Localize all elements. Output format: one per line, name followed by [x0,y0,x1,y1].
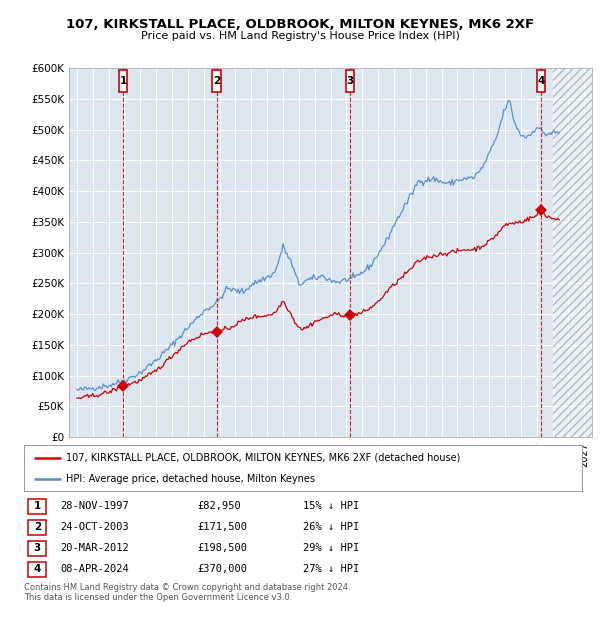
Text: 15% ↓ HPI: 15% ↓ HPI [303,502,359,512]
Text: 27% ↓ HPI: 27% ↓ HPI [303,564,359,574]
Text: 4: 4 [538,76,545,86]
Text: 1: 1 [34,502,41,512]
Bar [553,68,592,437]
FancyBboxPatch shape [28,499,46,514]
FancyBboxPatch shape [28,520,46,535]
Text: Contains HM Land Registry data © Crown copyright and database right 2024.
This d: Contains HM Land Registry data © Crown c… [24,583,350,602]
Text: 28-NOV-1997: 28-NOV-1997 [60,502,129,512]
FancyBboxPatch shape [536,70,545,92]
Text: £198,500: £198,500 [197,543,247,553]
Text: 2: 2 [34,523,41,533]
FancyBboxPatch shape [28,562,46,577]
Text: 4: 4 [34,564,41,574]
Text: 107, KIRKSTALL PLACE, OLDBROOK, MILTON KEYNES, MK6 2XF (detached house): 107, KIRKSTALL PLACE, OLDBROOK, MILTON K… [66,453,460,463]
Text: £171,500: £171,500 [197,523,247,533]
Text: £82,950: £82,950 [197,502,241,512]
Text: 3: 3 [34,543,41,553]
FancyBboxPatch shape [119,70,127,92]
Text: 107, KIRKSTALL PLACE, OLDBROOK, MILTON KEYNES, MK6 2XF: 107, KIRKSTALL PLACE, OLDBROOK, MILTON K… [66,18,534,31]
Text: 2: 2 [213,76,220,86]
Text: 08-APR-2024: 08-APR-2024 [60,564,129,574]
Text: Price paid vs. HM Land Registry's House Price Index (HPI): Price paid vs. HM Land Registry's House … [140,31,460,41]
Text: 26% ↓ HPI: 26% ↓ HPI [303,523,359,533]
Text: 20-MAR-2012: 20-MAR-2012 [60,543,129,553]
FancyBboxPatch shape [28,541,46,556]
Text: 1: 1 [119,76,127,86]
Text: £370,000: £370,000 [197,564,247,574]
Text: 29% ↓ HPI: 29% ↓ HPI [303,543,359,553]
Text: HPI: Average price, detached house, Milton Keynes: HPI: Average price, detached house, Milt… [66,474,315,484]
FancyBboxPatch shape [346,70,354,92]
Bar [553,68,592,437]
Text: 24-OCT-2003: 24-OCT-2003 [60,523,129,533]
Text: 3: 3 [346,76,353,86]
FancyBboxPatch shape [212,70,221,92]
